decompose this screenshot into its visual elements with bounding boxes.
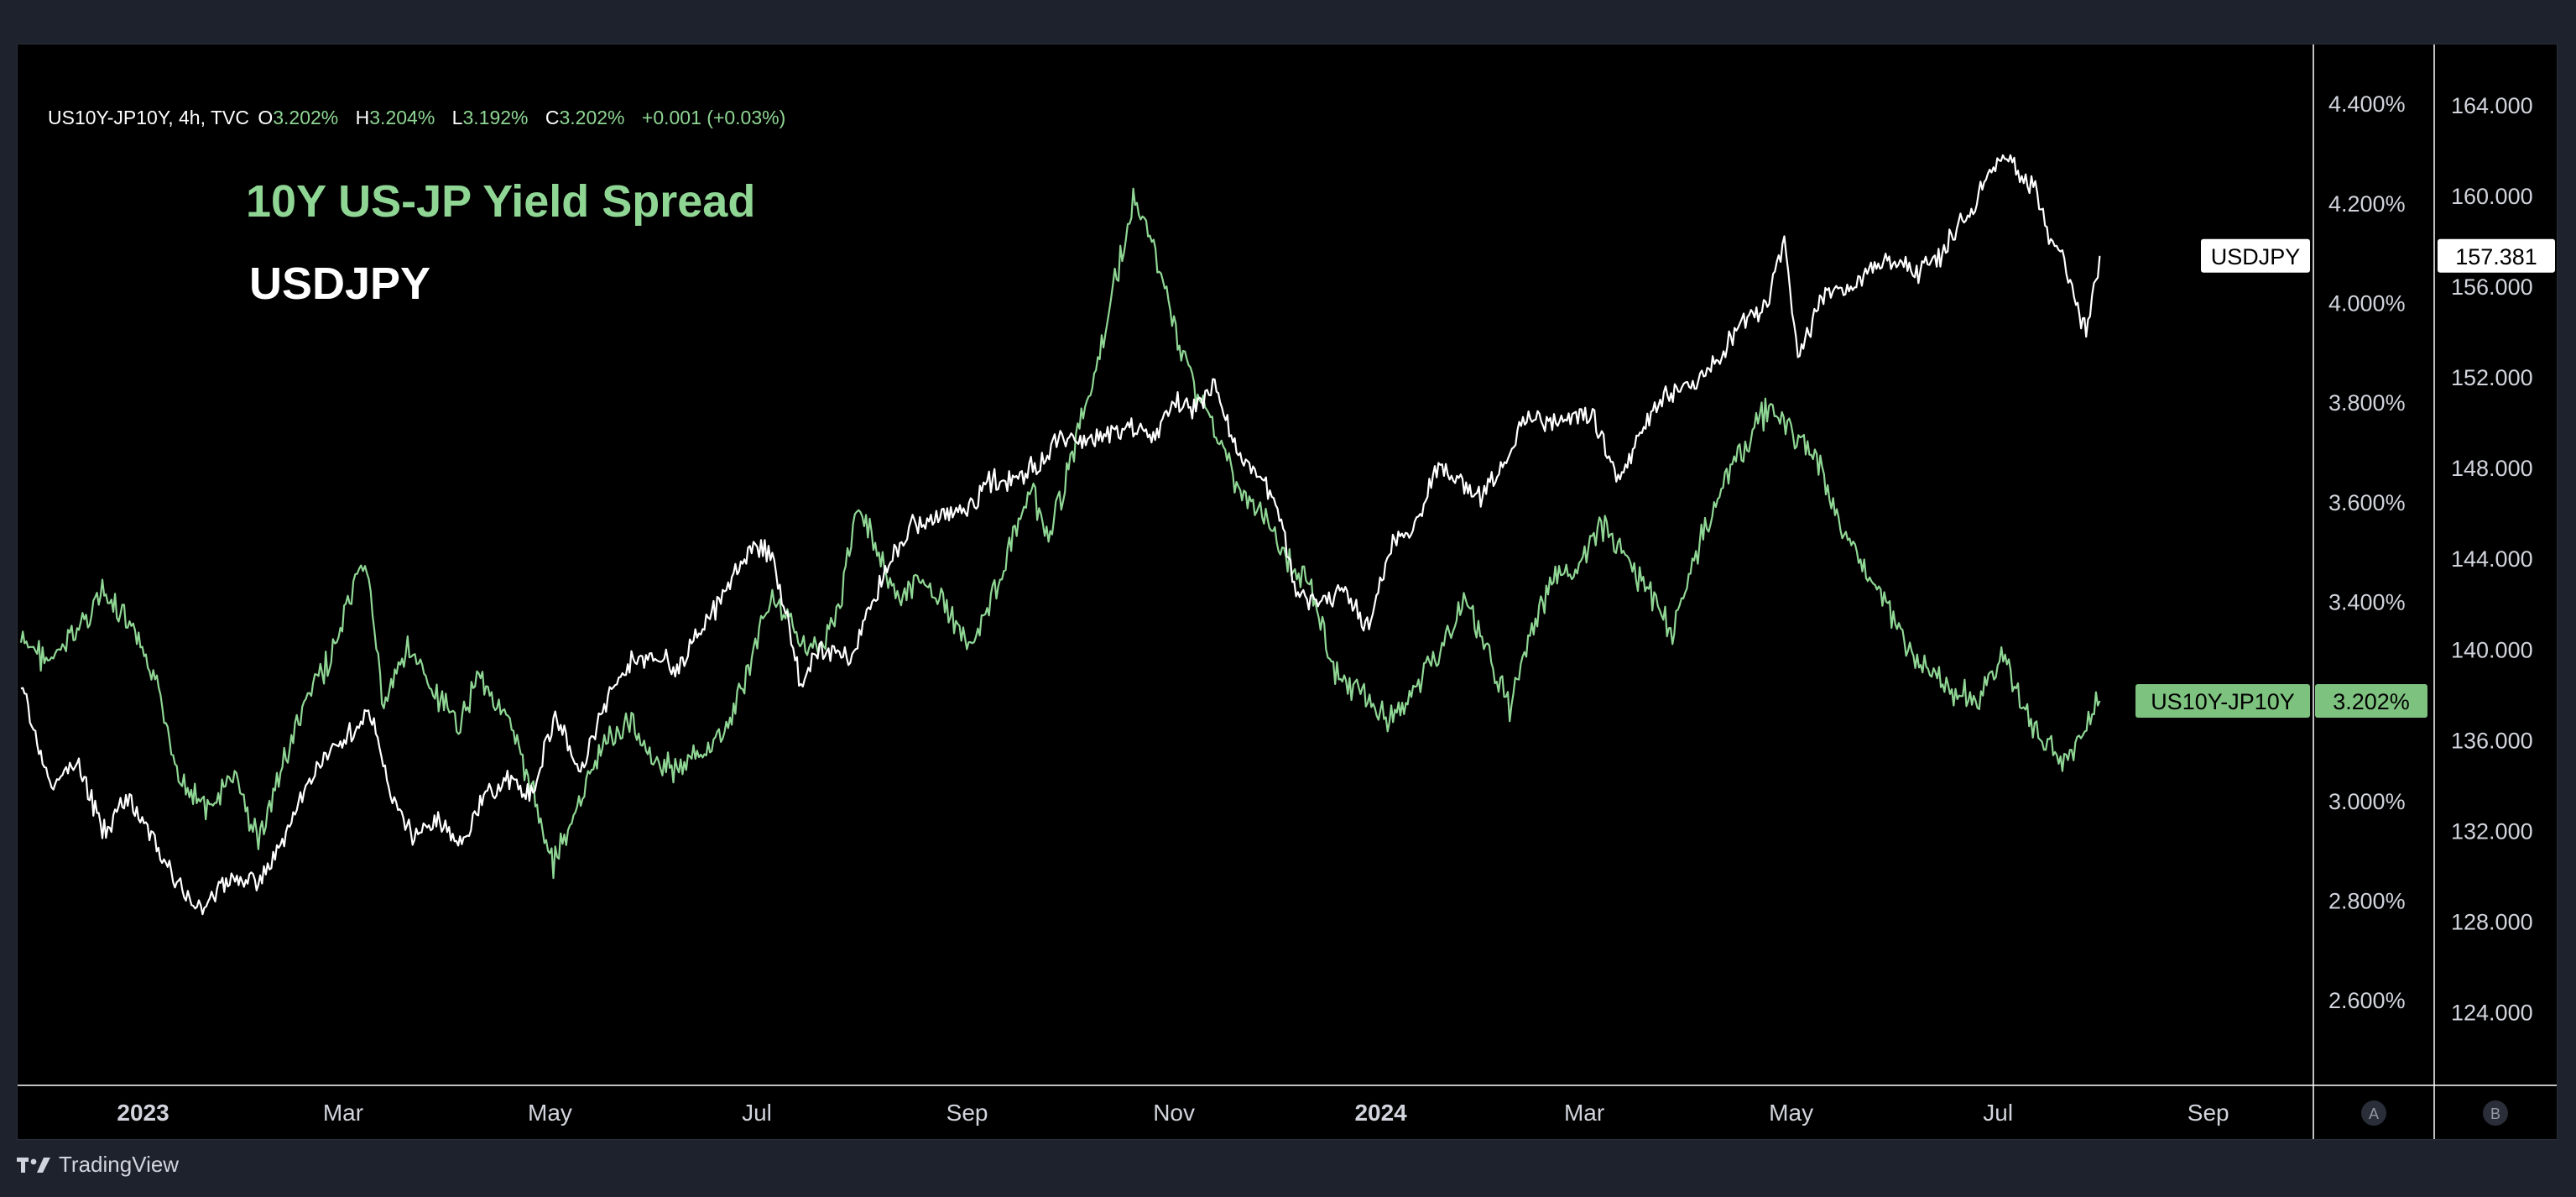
spread-series-line: [19, 187, 2101, 880]
tradingview-footer[interactable]: TradingView: [17, 1152, 179, 1178]
spread-name-badge: [2135, 683, 2310, 718]
scale-button-label: A: [2369, 1106, 2379, 1122]
right-axis-tick-label: 148.000: [2451, 456, 2533, 481]
scale-button-a[interactable]: A: [2361, 1100, 2386, 1126]
legend-low-value: 3.192%: [462, 107, 529, 128]
time-axis-tick-label: Jul: [742, 1100, 772, 1126]
time-axis-tick-label: Mar: [1564, 1100, 1604, 1126]
scale-button-circle: [2483, 1100, 2508, 1126]
time-axis-tick-label: Nov: [1153, 1100, 1195, 1126]
legend-change: +0.001 (+0.03%): [641, 107, 786, 128]
right-axis-tick-label: 140.000: [2451, 637, 2533, 662]
left-axis-tick-label: 4.400%: [2328, 91, 2406, 117]
overlay-subtitle: USDJPY: [249, 259, 431, 309]
time-axis-tick-label: Sep: [946, 1100, 988, 1126]
right-axis-tick-label: 124.000: [2451, 1001, 2533, 1026]
left-axis-tick-label: 3.400%: [2328, 589, 2406, 614]
right-axis-tick-label: 152.000: [2451, 365, 2533, 390]
time-axis-tick-label: May: [528, 1100, 572, 1126]
left-axis-tick-label: 2.800%: [2328, 888, 2406, 913]
legend-close-value: 3.202%: [559, 107, 625, 128]
legend-symbol: US10Y-JP10Y, 4h, TVC: [48, 107, 249, 128]
left-axis-tick-label: 3.800%: [2328, 390, 2406, 416]
chart-frame[interactable]: 2.600% 2.800% 3.000% 3.400% 3.600% 3.800% 4.00…: [17, 44, 2558, 1140]
right-axis-tick-label: 136.000: [2451, 728, 2533, 753]
overlay-title: 10Y US-JP Yield Spread: [246, 176, 756, 227]
right-axis-tick-label: 160.000: [2451, 184, 2533, 209]
usdjpy-name-badge-label: USDJPY: [2211, 244, 2301, 269]
chart-canvas[interactable]: 2.600% 2.800% 3.000% 3.400% 3.600% 3.800% 4.00…: [18, 44, 2557, 1139]
spread-price-badge-value: 3.202%: [2333, 689, 2410, 714]
legend-open-label: O: [258, 107, 274, 128]
right-axis-tick-label: 128.000: [2451, 909, 2533, 934]
time-axis-tick-label: Mar: [323, 1100, 363, 1126]
time-axis-tick-label: Jul: [1983, 1100, 2013, 1126]
legend-high-label: H: [355, 107, 370, 128]
right-axis-tick-label: 132.000: [2451, 818, 2533, 844]
scale-button-circle: [2361, 1100, 2386, 1126]
usdjpy-series-line: [20, 154, 2101, 916]
scale-button-b[interactable]: B: [2483, 1100, 2508, 1126]
spread-price-badge: [2315, 683, 2427, 718]
legend-high-value: 3.204%: [369, 107, 435, 128]
symbol-legend: US10Y-JP10Y, 4h, TVC O3.202% H3.204% L3.…: [48, 107, 797, 129]
time-axis-tick-label: 2023: [117, 1100, 169, 1126]
time-axis-tick-label: 2024: [1354, 1100, 1407, 1126]
time-axis-tick-label: May: [1769, 1100, 1813, 1126]
legend-low-label: L: [451, 107, 463, 128]
left-axis-tick-label: 4.200%: [2328, 191, 2406, 217]
usdjpy-price-badge: [2438, 238, 2555, 273]
legend-close-label: C: [545, 107, 560, 128]
spread-name-badge-label: US10Y-JP10Y: [2151, 689, 2295, 714]
right-axis-tick-label: 144.000: [2451, 546, 2533, 572]
left-axis-tick-label: 3.000%: [2328, 789, 2406, 814]
right-axis-tick-label: 156.000: [2451, 274, 2533, 300]
usdjpy-price-badge-value: 157.381: [2455, 244, 2537, 269]
tradingview-logo-icon: [17, 1157, 50, 1173]
right-axis-tick-label: 164.000: [2451, 93, 2533, 118]
time-axis-tick-label: Sep: [2188, 1100, 2229, 1126]
legend-open-value: 3.202%: [273, 107, 339, 128]
tradingview-brand: TradingView: [59, 1152, 180, 1177]
left-axis-tick-label: 4.000%: [2328, 291, 2406, 316]
usdjpy-name-badge: [2201, 238, 2310, 273]
left-axis-tick-label: 2.600%: [2328, 988, 2406, 1013]
scale-button-label: B: [2490, 1106, 2500, 1122]
left-axis-tick-label: 3.600%: [2328, 490, 2406, 515]
